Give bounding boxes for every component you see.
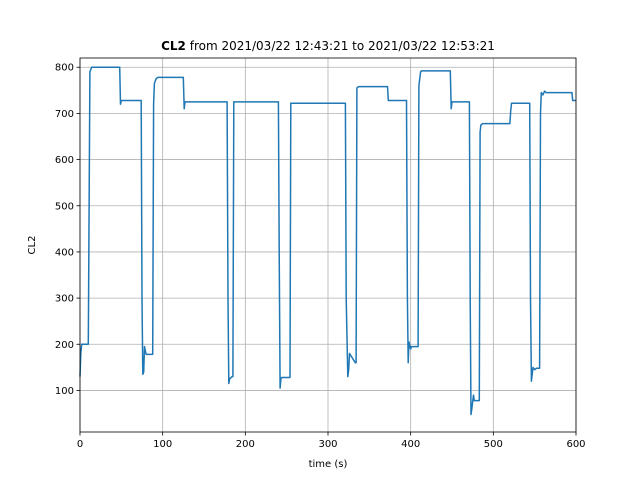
x-tick-label: 300 <box>318 439 337 450</box>
x-axis-ticks: 0 100 200 300 400 500 600 <box>77 432 586 450</box>
y-tick-label: 600 <box>55 155 74 166</box>
x-tick-label: 500 <box>484 439 503 450</box>
series-layer <box>79 66 576 416</box>
chart-title: CL2 from 2021/03/22 12:43:21 to 2021/03/… <box>161 39 495 53</box>
y-tick-label: 300 <box>55 294 74 305</box>
series-line <box>79 66 576 416</box>
y-axis-label: CL2 <box>27 236 38 255</box>
y-tick-label: 400 <box>55 247 74 258</box>
y-tick-label: 200 <box>55 340 74 351</box>
x-tick-label: 100 <box>153 439 172 450</box>
x-tick-label: 600 <box>566 439 585 450</box>
chart-title-bold: CL2 <box>161 39 186 53</box>
y-tick-label: 500 <box>55 201 74 212</box>
grid-lines <box>79 58 577 432</box>
y-tick-label: 700 <box>55 109 74 120</box>
y-tick-label: 800 <box>55 63 74 74</box>
chart-title-rest: from 2021/03/22 12:43:21 to 2021/03/22 1… <box>186 39 495 53</box>
x-axis-label: time (s) <box>309 459 348 470</box>
y-axis-ticks: 100 200 300 400 500 600 700 800 <box>55 63 80 397</box>
x-tick-label: 200 <box>236 439 255 450</box>
x-tick-label: 0 <box>77 439 83 450</box>
y-tick-label: 100 <box>55 386 74 397</box>
x-tick-label: 400 <box>401 439 420 450</box>
